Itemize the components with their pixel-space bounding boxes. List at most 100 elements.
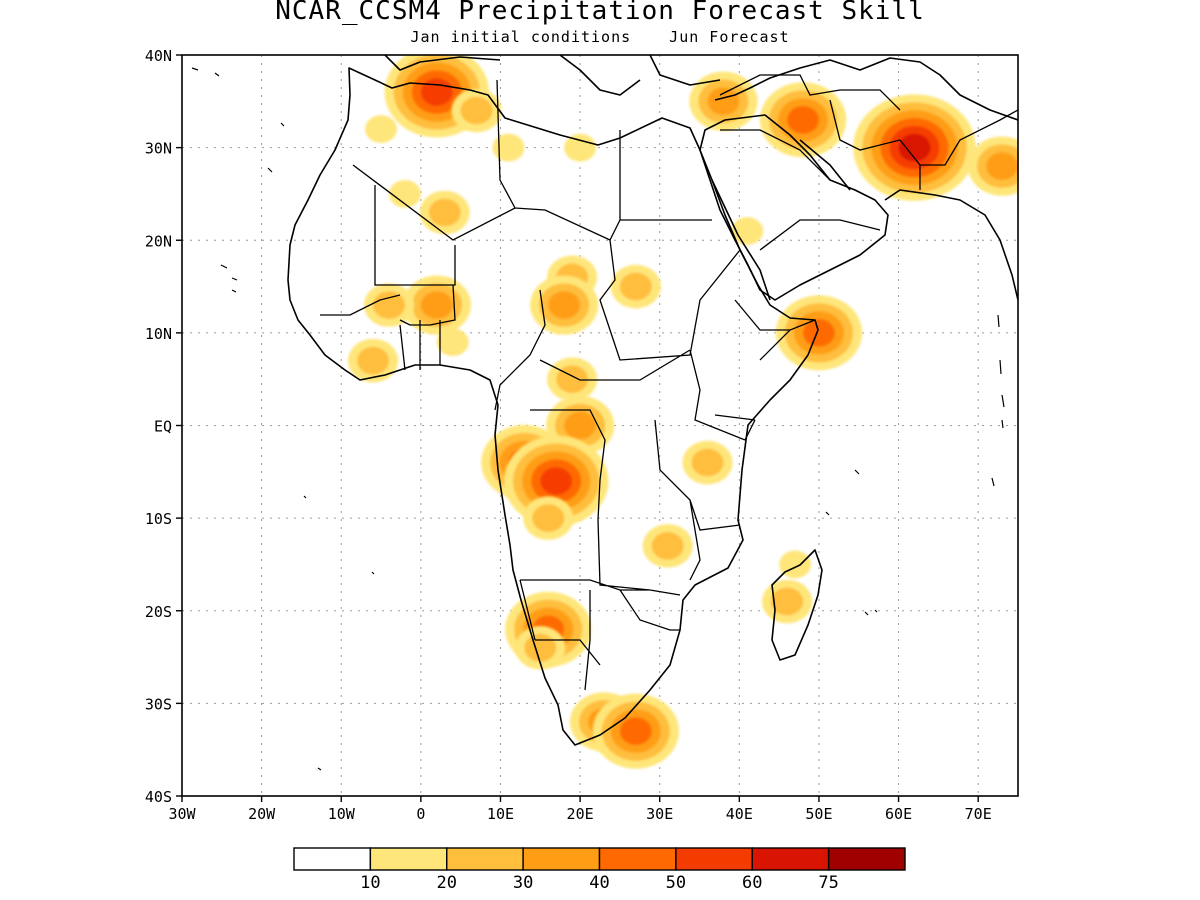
- skill-contour: [436, 328, 469, 357]
- skill-contour: [651, 532, 684, 560]
- plot-subtitle: Jan initial conditions Jun Forecast: [0, 28, 1200, 46]
- lat-tick-label: 20S: [145, 603, 172, 621]
- colorbar-label: 10: [360, 873, 380, 893]
- island-outlines: [191, 67, 1005, 771]
- skill-region: [642, 524, 693, 568]
- skill-contour: [428, 198, 461, 227]
- islands: [191, 67, 1005, 771]
- africa-coastline: [287, 67, 819, 746]
- longitude-axis: 30W 20W 10W 0 10E 20E 30E 40E 50E 60E 70E: [168, 796, 992, 823]
- skill-region: [610, 264, 661, 309]
- colorbar-swatch: [675, 847, 753, 871]
- skill-contour: [460, 96, 493, 125]
- skill-region: [759, 82, 847, 158]
- colorbar-swatch: [751, 847, 830, 871]
- skill-region: [523, 496, 574, 540]
- lon-tick-label: 30W: [168, 805, 196, 823]
- subtitle-initial-conditions: Jan initial conditions: [410, 28, 632, 46]
- country-borders: [320, 74, 1018, 691]
- skill-contour: [420, 291, 453, 319]
- skill-region: [492, 133, 525, 162]
- map-gridlines: [182, 55, 1018, 796]
- europe-coastline: [384, 55, 721, 96]
- skill-contour: [564, 133, 597, 162]
- skill-contour: [532, 504, 565, 533]
- skill-region: [547, 357, 598, 401]
- lon-tick-label: 70E: [965, 805, 992, 823]
- colorbar-label: 40: [589, 873, 609, 893]
- lon-tick-label: 20W: [248, 805, 276, 823]
- colorbar-swatch: [369, 847, 448, 871]
- colorbar-label: 50: [666, 873, 686, 893]
- skill-contour: [556, 365, 589, 394]
- lon-tick-label: 0: [416, 805, 425, 823]
- southwest-asia-coastline: [714, 57, 1018, 301]
- skill-region: [451, 88, 502, 133]
- skill-contour: [540, 467, 573, 495]
- skill-region: [682, 440, 733, 485]
- lat-tick-label: 10S: [145, 510, 172, 528]
- skill-contour: [707, 87, 740, 116]
- skill-region: [515, 626, 566, 670]
- skill-contour: [548, 291, 581, 319]
- skill-contour: [524, 633, 557, 662]
- lon-tick-label: 20E: [567, 805, 594, 823]
- lat-tick-label: 30N: [145, 140, 172, 158]
- lat-tick-label: 10N: [145, 325, 172, 343]
- skill-region: [365, 115, 398, 143]
- lat-tick-label: EQ: [154, 418, 172, 436]
- skill-contour: [787, 105, 819, 134]
- skill-region: [530, 275, 599, 335]
- madagascar-coastline: [771, 549, 823, 661]
- arabia-coastline: [699, 114, 889, 301]
- colorbar-swatch: [827, 847, 906, 871]
- skill-contour: [373, 291, 405, 319]
- skill-contour: [986, 152, 1018, 181]
- skill-region: [592, 693, 679, 769]
- skill-contour: [771, 587, 804, 616]
- skill-region: [348, 338, 399, 383]
- latitude-axis: 40N 30N 20N 10N EQ 10S 20S 30S 40S: [145, 47, 182, 806]
- persian-gulf-coast: [799, 139, 851, 191]
- lon-tick-label: 60E: [885, 805, 912, 823]
- skill-region: [775, 295, 863, 371]
- skill-region: [436, 328, 469, 357]
- lon-tick-label: 10W: [328, 805, 356, 823]
- colorbar-swatch: [293, 847, 372, 871]
- colorbar-swatch: [522, 847, 601, 871]
- skill-contour: [802, 318, 835, 347]
- skill-contour: [357, 346, 390, 375]
- skill-contour: [420, 78, 453, 106]
- skill-region: [564, 133, 597, 162]
- skill-contour: [365, 115, 398, 143]
- skill-contour: [388, 180, 421, 208]
- skill-region: [384, 55, 489, 138]
- lat-tick-label: 40S: [145, 788, 172, 806]
- plot-title: NCAR_CCSM4 Precipitation Forecast Skill: [275, 0, 925, 26]
- colorbar-swatch: [446, 847, 524, 871]
- colorbar-label: 20: [437, 873, 457, 893]
- coastlines: [287, 55, 1018, 746]
- lon-tick-label: 50E: [805, 805, 832, 823]
- skill-region: [967, 136, 1018, 196]
- border-lines: [320, 74, 1018, 691]
- skill-contour: [492, 133, 525, 162]
- colorbar-label: 75: [818, 873, 838, 893]
- skill-contour: [619, 272, 652, 301]
- red-sea-coast: [711, 179, 771, 301]
- skill-region: [419, 190, 470, 235]
- subtitle-forecast-month: Jun Forecast: [669, 28, 790, 46]
- skill-region: [388, 180, 421, 208]
- lat-tick-label: 30S: [145, 695, 172, 713]
- skill-contour: [898, 133, 931, 162]
- lon-tick-label: 30E: [646, 805, 673, 823]
- skill-contour: [691, 448, 724, 477]
- skill-contour: [619, 717, 652, 746]
- skill-shading: [348, 55, 1018, 769]
- colorbar-label: 30: [513, 873, 533, 893]
- lat-tick-label: 20N: [145, 232, 172, 250]
- colorbar-label: 60: [742, 873, 762, 893]
- skill-region: [689, 71, 758, 131]
- skill-region: [546, 395, 615, 456]
